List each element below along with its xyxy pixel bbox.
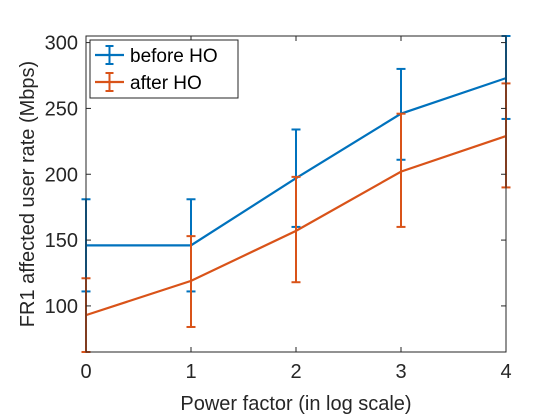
x-tick-label: 3 (395, 361, 406, 383)
x-tick-label: 2 (290, 361, 301, 383)
legend-box (89, 39, 239, 99)
x-tick-label: 1 (185, 361, 196, 383)
error-bar (291, 175, 301, 284)
error-bar (186, 235, 196, 328)
y-tick-label: 300 (45, 33, 78, 55)
x-axis-title: Power factor (in log scale) (180, 393, 411, 415)
x-tick-label: 0 (80, 361, 91, 383)
error-bar (396, 112, 406, 228)
x-tick-label: 4 (500, 361, 511, 383)
legend: before HO after HO (89, 39, 239, 99)
x-axis-ticks: 0 1 2 3 4 (80, 36, 512, 383)
y-tick-label: 100 (45, 296, 78, 318)
y-axis-ticks: 100 150 200 250 300 (45, 33, 506, 318)
legend-entry-before-ho: before HO (95, 45, 218, 67)
y-tick-label: 200 (45, 164, 78, 186)
legend-entry-after-ho: after HO (95, 72, 202, 94)
legend-label: before HO (130, 46, 218, 67)
legend-label: after HO (130, 73, 202, 94)
y-axis-title: FR1 affected user rate (Mbps) (17, 61, 39, 327)
y-tick-label: 250 (45, 98, 78, 120)
series-after-ho (81, 82, 511, 353)
y-tick-label: 150 (45, 230, 78, 252)
